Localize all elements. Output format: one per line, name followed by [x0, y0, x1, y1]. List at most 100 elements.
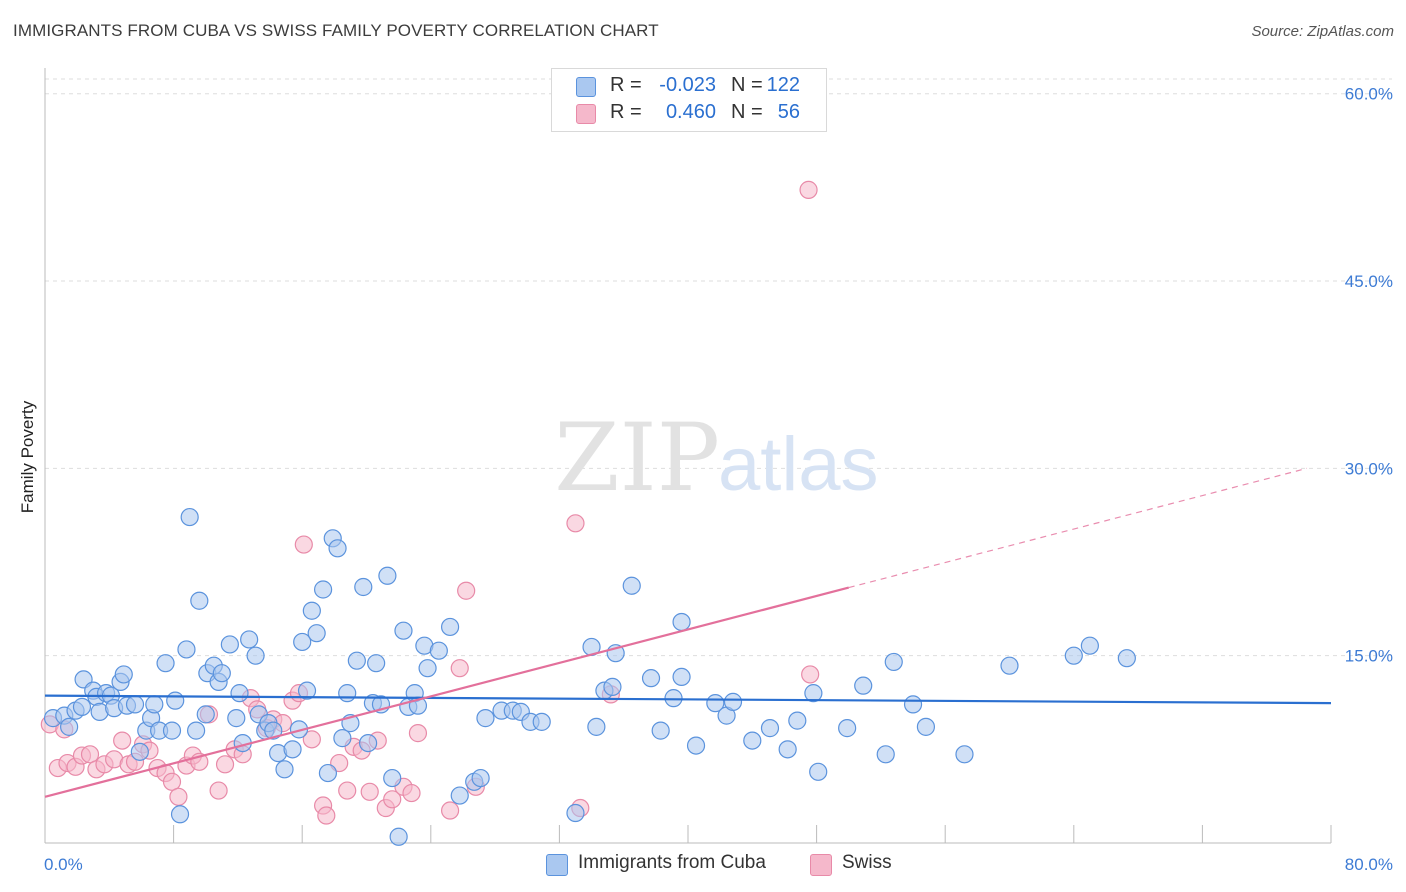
point-cuba [190, 591, 209, 610]
point-cuba [394, 621, 413, 640]
point-cuba [275, 760, 294, 779]
point-cuba [389, 827, 408, 846]
point-cuba [230, 684, 249, 703]
point-cuba [778, 740, 797, 759]
point-cuba [418, 659, 437, 678]
point-cuba [641, 669, 661, 688]
legend-n-label: N = [731, 101, 763, 123]
y-tick-label: 30.0% [1345, 459, 1393, 478]
point-cuba [884, 652, 903, 672]
point-cuba [60, 717, 79, 736]
trend-line-swiss [44, 586, 850, 798]
point-cuba [302, 601, 321, 620]
point-cuba [359, 733, 378, 753]
point-cuba [227, 709, 246, 728]
legend-n-label: N = [731, 74, 763, 96]
point-cuba [664, 689, 683, 708]
legend-label-cuba: Immigrants from Cuba [578, 852, 766, 873]
point-swiss [457, 581, 476, 600]
point-cuba [177, 640, 196, 659]
point-cuba [297, 681, 317, 700]
point-cuba [876, 745, 895, 764]
point-swiss [799, 180, 818, 199]
legend-r-label: R = [610, 74, 642, 96]
legend-n-value: 56 [777, 101, 800, 123]
point-cuba [383, 768, 402, 788]
point-cuba [672, 667, 691, 687]
point-cuba [723, 692, 743, 711]
point-cuba [196, 705, 215, 724]
point-cuba [338, 684, 357, 703]
point-swiss [801, 665, 820, 684]
point-cuba [955, 745, 974, 764]
point-cuba [440, 617, 460, 637]
point-cuba [838, 719, 857, 738]
point-swiss [302, 730, 321, 749]
point-swiss [294, 535, 313, 554]
data-points [40, 180, 1136, 846]
point-cuba [130, 742, 149, 761]
point-cuba [788, 711, 807, 730]
point-cuba [114, 665, 133, 684]
point-cuba [378, 566, 397, 585]
legend-row-cuba: R = -0.023 N = 122 [552, 73, 826, 99]
point-cuba [603, 677, 622, 697]
point-cuba [240, 630, 259, 649]
point-cuba [162, 721, 182, 740]
point-swiss [450, 659, 469, 678]
point-cuba [125, 695, 145, 714]
trend-lines [44, 467, 1332, 798]
legend-r-label: R = [610, 101, 642, 123]
x-tick-label: 80.0% [1345, 855, 1393, 874]
trend-extension-swiss [848, 467, 1308, 589]
point-cuba [476, 709, 495, 728]
point-swiss [113, 731, 132, 750]
point-cuba [916, 717, 936, 736]
y-tick-label: 15.0% [1345, 647, 1393, 666]
legend-r-value: 0.460 [665, 101, 716, 123]
point-swiss [360, 782, 379, 801]
y-axis-label: Family Poverty [18, 400, 37, 513]
correlation-legend: R = -0.023 N = 122 R = 0.460 N = 56 [551, 68, 827, 132]
point-cuba [367, 654, 386, 673]
series-legend: Immigrants from Cuba Swiss [0, 852, 1406, 878]
point-cuba [354, 577, 373, 597]
point-cuba [212, 664, 231, 683]
point-cuba [532, 712, 551, 731]
point-swiss [338, 781, 357, 800]
point-cuba [170, 805, 190, 824]
y-tick-label: 45.0% [1345, 272, 1393, 291]
watermark-zip: ZIP [554, 404, 720, 513]
point-cuba [246, 646, 265, 665]
legend-swatch-cuba [546, 854, 568, 876]
point-cuba [622, 576, 641, 595]
point-cuba [1117, 649, 1136, 668]
legend-swatch-swiss [810, 854, 832, 876]
point-cuba [804, 684, 823, 703]
point-cuba [672, 612, 691, 632]
point-cuba [1000, 656, 1019, 675]
point-cuba [651, 721, 670, 740]
point-cuba [318, 763, 338, 783]
point-cuba [145, 695, 164, 714]
point-cuba [587, 717, 606, 736]
point-cuba [686, 736, 706, 755]
point-cuba [187, 721, 206, 740]
chart-title: IMMIGRANTS FROM CUBA VS SWISS FAMILY POV… [13, 21, 659, 40]
point-cuba [429, 641, 448, 660]
point-swiss [209, 781, 228, 800]
point-cuba [809, 762, 828, 781]
point-cuba [156, 654, 175, 673]
tick-labels: 15.0% 30.0% 45.0% 60.0% 0.0% 80.0% [44, 85, 1393, 874]
legend-swatch-swiss [576, 104, 596, 124]
legend-label-swiss: Swiss [842, 852, 892, 873]
legend-row-swiss: R = 0.460 N = 56 [552, 100, 826, 126]
point-swiss [80, 745, 100, 764]
point-cuba [220, 635, 239, 654]
point-swiss [383, 790, 402, 809]
gridlines [45, 78, 1392, 657]
point-swiss [566, 514, 585, 533]
point-cuba [283, 740, 302, 759]
source-label: Source: ZipAtlas.com [1251, 23, 1394, 40]
point-swiss [440, 801, 460, 820]
